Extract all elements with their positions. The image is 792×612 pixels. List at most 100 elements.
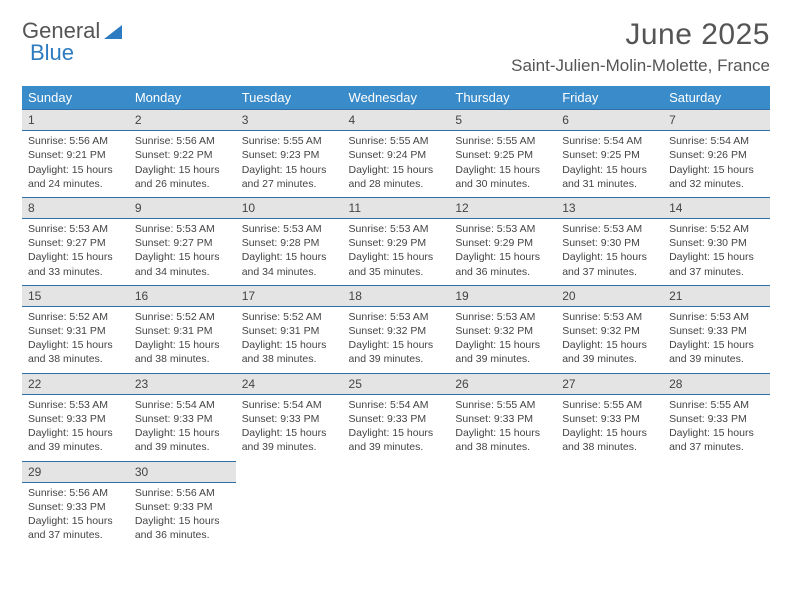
calendar-day-cell: 4Sunrise: 5:55 AMSunset: 9:24 PMDaylight… — [343, 109, 450, 197]
calendar-day-cell: 13Sunrise: 5:53 AMSunset: 9:30 PMDayligh… — [556, 197, 663, 285]
sunrise-text: Sunrise: 5:53 AM — [28, 222, 123, 236]
sunset-text: Sunset: 9:32 PM — [455, 324, 550, 338]
daylight-text: Daylight: 15 hours and 37 minutes. — [669, 426, 764, 454]
day-number: 4 — [343, 109, 450, 131]
sunset-text: Sunset: 9:30 PM — [669, 236, 764, 250]
day-details: Sunrise: 5:53 AMSunset: 9:32 PMDaylight:… — [449, 307, 556, 373]
day-number: 20 — [556, 285, 663, 307]
daylight-text: Daylight: 15 hours and 39 minutes. — [669, 338, 764, 366]
sunrise-text: Sunrise: 5:52 AM — [669, 222, 764, 236]
sunrise-text: Sunrise: 5:53 AM — [562, 222, 657, 236]
day-number: 2 — [129, 109, 236, 131]
daylight-text: Daylight: 15 hours and 24 minutes. — [28, 163, 123, 191]
day-number: 30 — [129, 461, 236, 483]
day-header: Friday — [556, 86, 663, 109]
daylight-text: Daylight: 15 hours and 39 minutes. — [135, 426, 230, 454]
daylight-text: Daylight: 15 hours and 39 minutes. — [28, 426, 123, 454]
day-number: 22 — [22, 373, 129, 395]
day-number: 29 — [22, 461, 129, 483]
sunset-text: Sunset: 9:25 PM — [455, 148, 550, 162]
sunset-text: Sunset: 9:33 PM — [562, 412, 657, 426]
day-details: Sunrise: 5:53 AMSunset: 9:29 PMDaylight:… — [449, 219, 556, 285]
calendar-day-cell: 5Sunrise: 5:55 AMSunset: 9:25 PMDaylight… — [449, 109, 556, 197]
day-header: Saturday — [663, 86, 770, 109]
day-details: Sunrise: 5:55 AMSunset: 9:23 PMDaylight:… — [236, 131, 343, 197]
day-number: 10 — [236, 197, 343, 219]
day-number: 18 — [343, 285, 450, 307]
calendar-day-cell: 25Sunrise: 5:54 AMSunset: 9:33 PMDayligh… — [343, 373, 450, 461]
daylight-text: Daylight: 15 hours and 39 minutes. — [562, 338, 657, 366]
calendar-day-cell: 28Sunrise: 5:55 AMSunset: 9:33 PMDayligh… — [663, 373, 770, 461]
month-title: June 2025 — [511, 18, 770, 52]
sunrise-text: Sunrise: 5:54 AM — [242, 398, 337, 412]
sunrise-text: Sunrise: 5:54 AM — [349, 398, 444, 412]
daylight-text: Daylight: 15 hours and 34 minutes. — [135, 250, 230, 278]
calendar-body: 1Sunrise: 5:56 AMSunset: 9:21 PMDaylight… — [22, 109, 770, 548]
calendar-day-cell: 7Sunrise: 5:54 AMSunset: 9:26 PMDaylight… — [663, 109, 770, 197]
calendar-week-row: 22Sunrise: 5:53 AMSunset: 9:33 PMDayligh… — [22, 373, 770, 461]
sunset-text: Sunset: 9:26 PM — [669, 148, 764, 162]
day-details: Sunrise: 5:53 AMSunset: 9:33 PMDaylight:… — [663, 307, 770, 373]
calendar-day-cell: 2Sunrise: 5:56 AMSunset: 9:22 PMDaylight… — [129, 109, 236, 197]
title-block: June 2025 Saint-Julien-Molin-Molette, Fr… — [511, 18, 770, 76]
sunrise-text: Sunrise: 5:53 AM — [669, 310, 764, 324]
sunset-text: Sunset: 9:33 PM — [349, 412, 444, 426]
calendar-day-cell: 3Sunrise: 5:55 AMSunset: 9:23 PMDaylight… — [236, 109, 343, 197]
day-header: Wednesday — [343, 86, 450, 109]
day-number: 13 — [556, 197, 663, 219]
day-details: Sunrise: 5:53 AMSunset: 9:33 PMDaylight:… — [22, 395, 129, 461]
sunrise-text: Sunrise: 5:53 AM — [455, 310, 550, 324]
day-details: Sunrise: 5:53 AMSunset: 9:32 PMDaylight:… — [343, 307, 450, 373]
calendar-day-cell: 29Sunrise: 5:56 AMSunset: 9:33 PMDayligh… — [22, 461, 129, 549]
daylight-text: Daylight: 15 hours and 27 minutes. — [242, 163, 337, 191]
day-details: Sunrise: 5:54 AMSunset: 9:33 PMDaylight:… — [343, 395, 450, 461]
day-details: Sunrise: 5:55 AMSunset: 9:33 PMDaylight:… — [663, 395, 770, 461]
day-details: Sunrise: 5:56 AMSunset: 9:21 PMDaylight:… — [22, 131, 129, 197]
daylight-text: Daylight: 15 hours and 36 minutes. — [455, 250, 550, 278]
daylight-text: Daylight: 15 hours and 39 minutes. — [455, 338, 550, 366]
sunset-text: Sunset: 9:31 PM — [242, 324, 337, 338]
sunrise-text: Sunrise: 5:54 AM — [669, 134, 764, 148]
sunset-text: Sunset: 9:27 PM — [28, 236, 123, 250]
calendar-day-cell — [449, 461, 556, 549]
day-details: Sunrise: 5:53 AMSunset: 9:27 PMDaylight:… — [129, 219, 236, 285]
day-number: 9 — [129, 197, 236, 219]
daylight-text: Daylight: 15 hours and 35 minutes. — [349, 250, 444, 278]
daylight-text: Daylight: 15 hours and 38 minutes. — [242, 338, 337, 366]
header: General June 2025 Saint-Julien-Molin-Mol… — [22, 18, 770, 76]
sunset-text: Sunset: 9:30 PM — [562, 236, 657, 250]
calendar-week-row: 8Sunrise: 5:53 AMSunset: 9:27 PMDaylight… — [22, 197, 770, 285]
day-details: Sunrise: 5:56 AMSunset: 9:33 PMDaylight:… — [22, 483, 129, 549]
calendar-day-cell: 21Sunrise: 5:53 AMSunset: 9:33 PMDayligh… — [663, 285, 770, 373]
calendar-day-cell: 18Sunrise: 5:53 AMSunset: 9:32 PMDayligh… — [343, 285, 450, 373]
day-details: Sunrise: 5:53 AMSunset: 9:28 PMDaylight:… — [236, 219, 343, 285]
day-details: Sunrise: 5:52 AMSunset: 9:31 PMDaylight:… — [22, 307, 129, 373]
calendar-table: SundayMondayTuesdayWednesdayThursdayFrid… — [22, 86, 770, 548]
sunrise-text: Sunrise: 5:54 AM — [135, 398, 230, 412]
sunset-text: Sunset: 9:21 PM — [28, 148, 123, 162]
calendar-day-cell: 19Sunrise: 5:53 AMSunset: 9:32 PMDayligh… — [449, 285, 556, 373]
sunset-text: Sunset: 9:29 PM — [349, 236, 444, 250]
day-details: Sunrise: 5:52 AMSunset: 9:31 PMDaylight:… — [236, 307, 343, 373]
daylight-text: Daylight: 15 hours and 37 minutes. — [669, 250, 764, 278]
sunrise-text: Sunrise: 5:56 AM — [135, 134, 230, 148]
daylight-text: Daylight: 15 hours and 31 minutes. — [562, 163, 657, 191]
day-details: Sunrise: 5:54 AMSunset: 9:26 PMDaylight:… — [663, 131, 770, 197]
sunset-text: Sunset: 9:27 PM — [135, 236, 230, 250]
sunrise-text: Sunrise: 5:55 AM — [669, 398, 764, 412]
day-number: 27 — [556, 373, 663, 395]
day-details: Sunrise: 5:53 AMSunset: 9:27 PMDaylight:… — [22, 219, 129, 285]
daylight-text: Daylight: 15 hours and 38 minutes. — [135, 338, 230, 366]
sunrise-text: Sunrise: 5:53 AM — [28, 398, 123, 412]
calendar-day-cell — [663, 461, 770, 549]
calendar-day-cell: 12Sunrise: 5:53 AMSunset: 9:29 PMDayligh… — [449, 197, 556, 285]
calendar-day-cell — [556, 461, 663, 549]
calendar-day-cell: 24Sunrise: 5:54 AMSunset: 9:33 PMDayligh… — [236, 373, 343, 461]
sunset-text: Sunset: 9:33 PM — [455, 412, 550, 426]
sunset-text: Sunset: 9:22 PM — [135, 148, 230, 162]
daylight-text: Daylight: 15 hours and 39 minutes. — [349, 338, 444, 366]
daylight-text: Daylight: 15 hours and 39 minutes. — [349, 426, 444, 454]
calendar-day-cell: 26Sunrise: 5:55 AMSunset: 9:33 PMDayligh… — [449, 373, 556, 461]
sunset-text: Sunset: 9:29 PM — [455, 236, 550, 250]
sunrise-text: Sunrise: 5:52 AM — [28, 310, 123, 324]
